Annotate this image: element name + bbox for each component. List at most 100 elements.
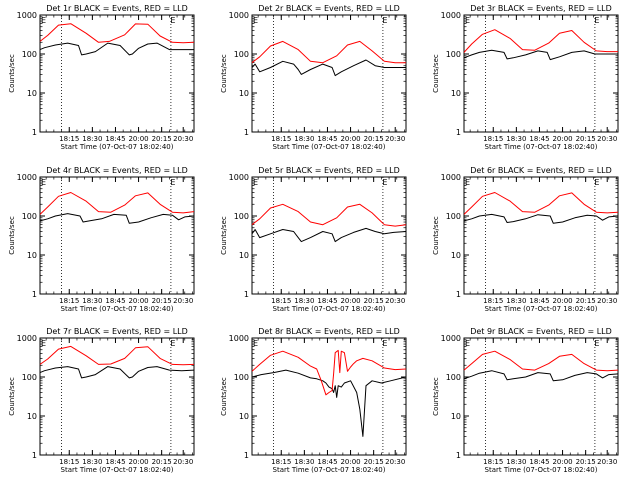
events-series bbox=[463, 370, 619, 382]
y-tick-label: 1 bbox=[456, 128, 461, 137]
y-tick-label: 10 bbox=[451, 89, 461, 98]
x-tick-label: 20:30 bbox=[385, 458, 405, 466]
e-marker-label: E bbox=[594, 339, 599, 348]
plot-frame bbox=[39, 176, 195, 295]
x-tick-label: 18:30 bbox=[294, 135, 314, 143]
e-marker-label: E bbox=[253, 178, 258, 187]
x-tick-label: 20:15 bbox=[364, 458, 384, 466]
e-marker-label: E bbox=[465, 178, 470, 187]
x-axis-label: Start Time (07-Oct-07 18:02:40) bbox=[273, 466, 386, 474]
x-tick-label: 20:00 bbox=[552, 297, 572, 305]
x-tick-label: 18:30 bbox=[294, 297, 314, 305]
plot-frame bbox=[463, 14, 619, 133]
x-tick-label: 18:15 bbox=[483, 135, 503, 143]
y-tick-label: 1 bbox=[244, 290, 249, 299]
y-axis-label: Counts/sec bbox=[220, 377, 228, 416]
x-tick-label: 20:15 bbox=[364, 297, 384, 305]
y-tick-label: 100 bbox=[22, 373, 37, 382]
x-tick-label: 20:00 bbox=[340, 458, 360, 466]
e-marker-label: E bbox=[594, 16, 599, 25]
panel-title: Det 1r BLACK = Events, RED = LLD bbox=[46, 4, 188, 13]
panel-3: Det 3r BLACK = Events, RED = LLD 1 10 100 10… bbox=[432, 4, 619, 151]
x-tick-label: 20:15 bbox=[576, 297, 596, 305]
y-tick-label: 1 bbox=[32, 451, 37, 460]
panel-title: Det 3r BLACK = Events, RED = LLD bbox=[470, 4, 612, 13]
x-tick-label: 20:30 bbox=[173, 458, 193, 466]
y-tick-label: 100 bbox=[446, 50, 461, 59]
e-marker-label: E bbox=[170, 339, 175, 348]
x-tick-label: 18:45 bbox=[529, 135, 549, 143]
lld-series bbox=[39, 23, 195, 44]
lld-series bbox=[39, 345, 195, 366]
x-tick-label: 18:45 bbox=[317, 458, 337, 466]
e-marker-label: E bbox=[594, 178, 599, 187]
y-tick-label: 10 bbox=[451, 251, 461, 260]
x-tick-label: 18:15 bbox=[271, 297, 291, 305]
x-tick-label: 20:00 bbox=[340, 135, 360, 143]
y-tick-label: 100 bbox=[234, 50, 249, 59]
e-marker-label: E bbox=[170, 16, 175, 25]
panel-title: Det 5r BLACK = Events, RED = LLD bbox=[258, 166, 400, 175]
x-tick-label: 20:30 bbox=[173, 135, 193, 143]
y-tick-label: 100 bbox=[446, 373, 461, 382]
panel-title: Det 6r BLACK = Events, RED = LLD bbox=[470, 166, 612, 175]
y-axis-label: Counts/sec bbox=[8, 216, 16, 255]
e-marker-label: E bbox=[41, 178, 46, 187]
plot-frame bbox=[251, 176, 407, 295]
x-tick-label: 18:15 bbox=[59, 135, 79, 143]
panel-4: Det 4r BLACK = Events, RED = LLD 1 10 100 10… bbox=[8, 166, 195, 313]
y-tick-label: 10 bbox=[239, 251, 249, 260]
e-marker-label: E bbox=[465, 16, 470, 25]
events-series bbox=[39, 366, 195, 379]
panel-title: Det 8r BLACK = Events, RED = LLD bbox=[258, 327, 400, 336]
x-tick-label: 20:00 bbox=[128, 135, 148, 143]
x-tick-label: 20:15 bbox=[576, 458, 596, 466]
events-series bbox=[463, 213, 619, 224]
panel-8: Det 8r BLACK = Events, RED = LLD 1 10 100 10… bbox=[220, 327, 407, 474]
panel-5: Det 5r BLACK = Events, RED = LLD 1 10 100 10… bbox=[220, 166, 407, 313]
e-marker-label: E bbox=[382, 339, 387, 348]
lld-series bbox=[251, 203, 407, 227]
lld-series bbox=[251, 349, 407, 396]
y-tick-label: 10 bbox=[239, 89, 249, 98]
panel-title: Det 4r BLACK = Events, RED = LLD bbox=[46, 166, 188, 175]
y-tick-label: 1 bbox=[32, 290, 37, 299]
x-tick-label: 18:45 bbox=[317, 297, 337, 305]
x-tick-label: 20:30 bbox=[173, 297, 193, 305]
y-tick-label: 1000 bbox=[229, 173, 249, 182]
events-series bbox=[251, 227, 407, 243]
y-tick-label: 1 bbox=[244, 128, 249, 137]
plot-frame bbox=[39, 337, 195, 456]
e-marker-label: E bbox=[253, 339, 258, 348]
y-tick-label: 1 bbox=[456, 451, 461, 460]
y-tick-label: 1000 bbox=[441, 11, 461, 20]
panel-9: Det 9r BLACK = Events, RED = LLD 1 10 100 10… bbox=[432, 327, 619, 474]
e-marker-label: E bbox=[253, 16, 258, 25]
lld-series bbox=[39, 192, 195, 215]
plot-frame bbox=[251, 337, 407, 456]
y-tick-label: 10 bbox=[27, 251, 37, 260]
panel-title: Det 2r BLACK = Events, RED = LLD bbox=[258, 4, 400, 13]
x-tick-label: 20:30 bbox=[385, 135, 405, 143]
panel-2: Det 2r BLACK = Events, RED = LLD 1 10 100 10… bbox=[220, 4, 407, 151]
lld-series bbox=[463, 192, 619, 215]
x-tick-label: 20:00 bbox=[552, 458, 572, 466]
e-marker-label: E bbox=[41, 339, 46, 348]
plot-frame bbox=[463, 337, 619, 456]
y-axis-label: Counts/sec bbox=[8, 377, 16, 416]
x-tick-label: 18:45 bbox=[105, 297, 125, 305]
events-series bbox=[251, 59, 406, 77]
y-tick-label: 10 bbox=[451, 412, 461, 421]
x-axis-label: Start Time (07-Oct-07 18:02:40) bbox=[61, 466, 174, 474]
y-tick-label: 100 bbox=[22, 50, 37, 59]
x-axis-label: Start Time (07-Oct-07 18:02:40) bbox=[273, 143, 386, 151]
panel-title: Det 7r BLACK = Events, RED = LLD bbox=[46, 327, 188, 336]
x-tick-label: 18:15 bbox=[271, 458, 291, 466]
x-tick-label: 20:15 bbox=[152, 297, 172, 305]
x-tick-label: 18:45 bbox=[105, 135, 125, 143]
panel-6: Det 6r BLACK = Events, RED = LLD 1 10 100 10… bbox=[432, 166, 619, 313]
y-axis-label: Counts/sec bbox=[8, 54, 16, 93]
lld-series bbox=[463, 350, 619, 372]
